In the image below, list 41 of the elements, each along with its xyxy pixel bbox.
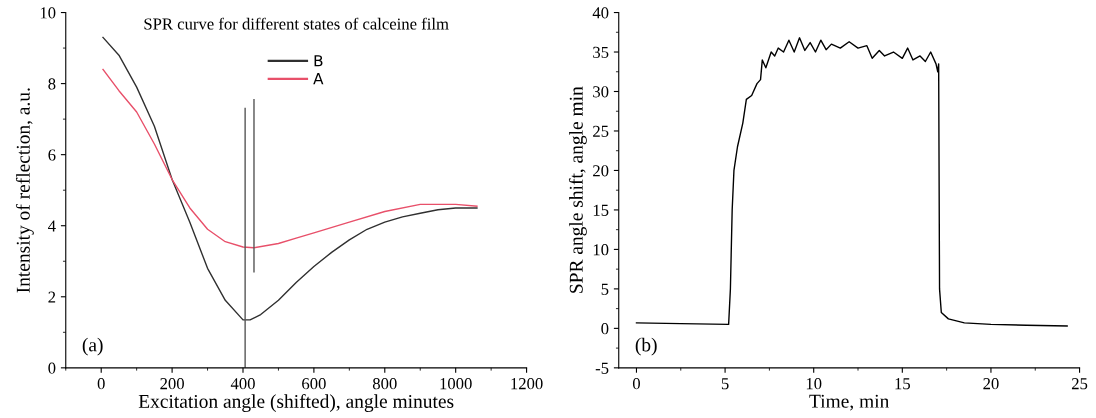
line-series — [635, 37, 1068, 327]
x-tick-label: 200 — [160, 378, 184, 390]
x-tick-label: 5 — [721, 378, 729, 390]
x-tick-label: 10 — [806, 378, 822, 390]
y-tick-label: -5 — [595, 362, 609, 374]
y-tick-label: 15 — [593, 204, 609, 216]
y-axis-title: SPR angle shift, angle min — [568, 86, 587, 293]
x-axis-title: Time, min — [809, 394, 890, 411]
x-tick-label: 20 — [983, 378, 999, 390]
x-tick-label: 0 — [632, 378, 640, 390]
annotation: (b) — [635, 337, 657, 356]
x-tick-label: 0 — [97, 378, 105, 390]
y-tick-label: 4 — [48, 220, 56, 232]
y-tick-label: 40 — [592, 7, 609, 19]
y-tick-label: 20 — [593, 165, 609, 177]
y-tick-label: 30 — [593, 86, 609, 98]
x-tick-label: 1000 — [440, 378, 472, 390]
line-series — [102, 68, 478, 249]
x-tick-label: 600 — [302, 378, 326, 390]
y-tick-label: 6 — [48, 149, 56, 161]
y-tick-label: 0 — [48, 362, 56, 374]
legend-label: A — [313, 73, 324, 85]
annotation: (a) — [82, 337, 103, 356]
legend-label: B — [314, 55, 323, 67]
x-tick-label: 1200 — [511, 378, 543, 390]
y-tick-label: 2 — [48, 291, 56, 303]
y-axis-title: Intensity of reflection, a.u. — [15, 88, 34, 293]
y-tick-label: 0 — [601, 323, 609, 335]
y-tick-label: 8 — [48, 78, 56, 90]
x-tick-label: 800 — [372, 378, 397, 390]
chart-title: SPR curve for different states of calceine film — [144, 17, 449, 30]
y-tick-label: 5 — [601, 283, 609, 295]
x-tick-label: 25 — [1071, 378, 1088, 390]
line-series — [102, 36, 478, 321]
y-tick-label: 25 — [593, 125, 609, 137]
x-tick-label: 400 — [230, 378, 255, 390]
y-tick-label: 35 — [593, 46, 609, 58]
y-tick-label: 10 — [40, 7, 56, 19]
y-tick-label: 10 — [593, 244, 609, 256]
x-axis-title: Excitation angle (shifted), angle minutes — [138, 394, 454, 412]
x-tick-label: 15 — [895, 378, 910, 390]
